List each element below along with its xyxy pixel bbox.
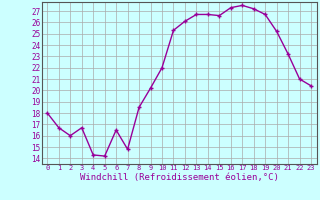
- X-axis label: Windchill (Refroidissement éolien,°C): Windchill (Refroidissement éolien,°C): [80, 173, 279, 182]
